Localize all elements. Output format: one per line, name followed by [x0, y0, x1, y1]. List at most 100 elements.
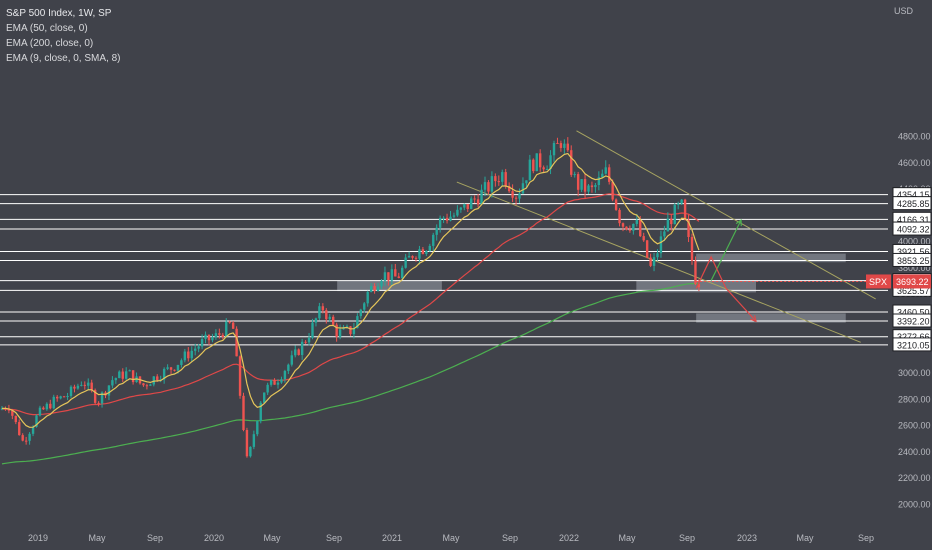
candle — [487, 180, 490, 195]
horizontal-levels — [0, 194, 888, 346]
candle — [373, 283, 376, 294]
zone-rect — [696, 253, 846, 263]
indicator-ema-9[interactable]: EMA (9, close, 0, SMA, 8) — [6, 53, 121, 64]
candle-body — [504, 172, 507, 187]
x-tick-label: Sep — [502, 533, 518, 543]
candle — [604, 160, 607, 175]
candle — [670, 214, 673, 231]
candle — [242, 392, 245, 432]
candle — [145, 383, 149, 390]
candle — [483, 176, 487, 197]
candle-body — [463, 204, 466, 208]
candle-body — [649, 257, 652, 266]
candle-body — [180, 360, 183, 365]
candle — [466, 204, 469, 212]
level-label-text: 4092.32 — [897, 225, 930, 235]
candle-body — [442, 217, 445, 219]
candle-body — [62, 396, 66, 398]
candle-body — [7, 408, 11, 411]
candle — [480, 184, 483, 206]
candle-body — [59, 396, 62, 399]
candle-body — [335, 324, 338, 337]
candle-body — [556, 143, 559, 145]
candle-body — [263, 392, 266, 403]
candle-body — [411, 256, 414, 258]
candle — [256, 420, 259, 437]
candle — [442, 216, 445, 224]
x-tick-label: 2022 — [559, 533, 579, 543]
candle-body — [407, 256, 411, 258]
candle-body — [418, 249, 421, 259]
zone-rect — [337, 280, 442, 292]
candle-body — [435, 227, 438, 235]
candle — [594, 182, 597, 193]
candle — [583, 173, 587, 199]
y-tick-label: 2200.00 — [898, 473, 931, 483]
price-axis[interactable]: 2000.00 2200.00 2400.00 2600.00 2800.00 3000.… — [696, 132, 932, 510]
candle — [411, 255, 414, 260]
candle — [621, 222, 625, 232]
candle-body — [128, 370, 131, 372]
candle — [280, 376, 283, 384]
x-tick-label: 2020 — [204, 533, 224, 543]
candle-body — [80, 384, 83, 386]
candle-body — [238, 356, 242, 396]
candle — [228, 320, 231, 324]
candle — [187, 347, 190, 362]
indicator-ema-50[interactable]: EMA (50, close, 0) — [6, 23, 88, 34]
candle-body — [514, 197, 518, 199]
candle-body — [525, 180, 528, 184]
candle — [314, 317, 318, 327]
candle-body — [235, 328, 238, 357]
candle — [501, 169, 504, 187]
candle-body — [294, 349, 297, 356]
candle — [494, 173, 497, 187]
candle-body — [304, 341, 307, 343]
candle-body — [604, 167, 607, 174]
zone-rect — [636, 280, 756, 293]
symbol-title[interactable]: S&P 500 Index, 1W, SP — [6, 8, 112, 19]
candle-body — [256, 421, 259, 435]
candle-body — [356, 316, 359, 329]
candle-body — [594, 185, 597, 188]
candle-body — [159, 379, 162, 381]
candle — [59, 395, 62, 400]
candle-body — [373, 286, 376, 292]
candle-body — [0, 408, 4, 410]
x-tick-label: Sep — [147, 533, 163, 543]
candle — [387, 272, 390, 286]
candle — [332, 314, 335, 326]
candle-body — [583, 179, 587, 192]
x-tick-label: Sep — [679, 533, 695, 543]
candle — [211, 333, 214, 343]
candle-body — [438, 217, 442, 228]
candle-body — [445, 217, 449, 221]
candle-body — [69, 386, 73, 396]
candle-body — [535, 153, 538, 172]
candle — [663, 225, 666, 242]
candle — [421, 247, 425, 255]
y-tick-label: 2400.00 — [898, 447, 931, 457]
candle-body — [321, 306, 325, 311]
level-label-box — [892, 196, 932, 211]
candle-body — [204, 334, 207, 339]
candle — [38, 405, 42, 417]
candle — [642, 232, 645, 242]
candle-body — [421, 249, 425, 254]
candle-body — [428, 245, 431, 252]
candle — [276, 379, 280, 389]
time-axis[interactable]: 2019 May Sep 2020 May Sep 2021 May Sep 2022 May Sep… — [28, 533, 874, 543]
candle — [56, 395, 59, 402]
candle — [121, 368, 124, 383]
candle-body — [156, 376, 159, 381]
candle — [449, 210, 452, 222]
candle-body — [425, 251, 428, 254]
candle-body — [345, 326, 349, 328]
candle — [125, 367, 128, 380]
indicator-ema-200[interactable]: EMA (200, close, 0) — [6, 38, 94, 49]
candle-body — [480, 189, 483, 205]
support-resistance-zones — [337, 253, 846, 323]
candle-body — [249, 446, 252, 457]
candle — [28, 432, 31, 445]
